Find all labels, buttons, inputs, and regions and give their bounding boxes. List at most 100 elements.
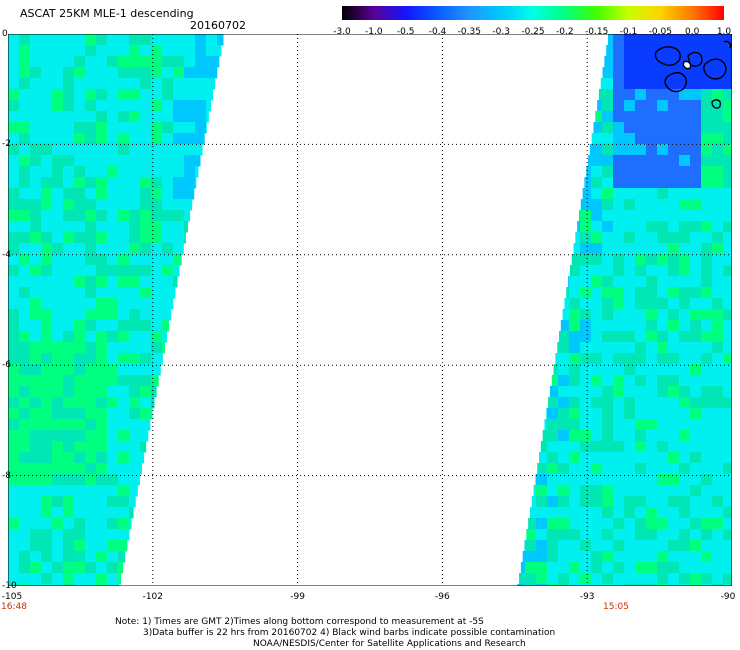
swath-cell (646, 496, 658, 508)
swath-cell (74, 573, 86, 585)
swath-cell (129, 463, 141, 475)
swath-cell (547, 452, 559, 464)
swath-cell (690, 529, 702, 541)
swath-cell (184, 133, 196, 145)
swath-cell (558, 551, 570, 563)
swath-cell (63, 419, 75, 431)
swath-cell (52, 474, 64, 486)
swath-cell (690, 221, 702, 233)
swath-cell (613, 67, 625, 79)
swath-cell (613, 276, 625, 288)
swath-cell (569, 408, 581, 420)
swath-cell (129, 243, 141, 255)
swath-cell (63, 342, 75, 354)
swath-cell (668, 485, 680, 497)
swath-cell (657, 573, 669, 585)
swath-cell (646, 551, 658, 563)
swath-cell (558, 397, 570, 409)
swath-cell (162, 265, 174, 277)
swath-cell (19, 298, 31, 310)
swath-cell (613, 474, 625, 486)
swath-cell (151, 45, 163, 57)
swath-cell (107, 518, 119, 530)
swath-cell (19, 430, 31, 442)
swath-cell (646, 474, 658, 486)
swath-cell (701, 111, 713, 123)
swath-cell (624, 463, 636, 475)
swath-cell (107, 276, 119, 288)
swath-cell (602, 419, 614, 431)
swath-cell (613, 133, 625, 145)
swath-cell (41, 529, 53, 541)
swath-cell (569, 485, 581, 497)
swath-cell (173, 111, 185, 123)
swath-cell (536, 496, 548, 508)
swath-cell (140, 276, 152, 288)
swath-cell (646, 562, 658, 574)
swath-cell (586, 166, 592, 178)
note-line-3: NOAA/NESDIS/Center for Satellite Applica… (253, 639, 526, 649)
swath-cell (624, 111, 636, 123)
swath-cell (173, 67, 185, 79)
swath-cell (624, 276, 636, 288)
swath-cell (41, 397, 53, 409)
swath-cell (624, 199, 636, 211)
swath-cell (657, 320, 669, 332)
map-gridlines (8, 34, 732, 586)
swath-cell (701, 298, 713, 310)
swath-cell (580, 309, 592, 321)
swath-cell (8, 210, 20, 222)
swath-cell (613, 210, 625, 222)
swath-cell (613, 496, 625, 508)
swath-cell (151, 144, 163, 156)
swath-cell (646, 144, 658, 156)
swath-cell (41, 276, 53, 288)
swath-cell (85, 232, 97, 244)
swath-cell (657, 430, 669, 442)
swath-cell (74, 199, 86, 211)
swath-cell (107, 243, 119, 255)
swath-cell (624, 34, 636, 46)
swath-cell (712, 342, 724, 354)
swath-cell (52, 375, 64, 387)
swath-cell (602, 573, 614, 585)
swath-cell (129, 518, 132, 530)
swath-cell (107, 386, 119, 398)
swath-cell (162, 188, 174, 200)
swath-cell (8, 221, 20, 233)
swath-cell (140, 419, 151, 431)
swath-cell (723, 144, 732, 156)
swath-cell (560, 320, 570, 332)
swath-cell (701, 210, 713, 222)
swath-cell (19, 474, 31, 486)
swath-cell (712, 89, 724, 101)
swath-cell (712, 309, 724, 321)
swath-cell (591, 474, 603, 486)
swath-cell (118, 320, 130, 332)
swath-cell (140, 298, 152, 310)
swath-cell (107, 265, 119, 277)
swath-cell (140, 166, 152, 178)
swath-cell (162, 276, 174, 288)
swath-cell (657, 166, 669, 178)
swath-cell (140, 232, 152, 244)
swath-cell (712, 56, 724, 68)
swath-cell (184, 67, 196, 79)
swath-cell (591, 287, 603, 299)
swath-cell (558, 529, 570, 541)
swath-cell (668, 287, 680, 299)
swath-cell (558, 540, 570, 552)
swath-cell (646, 177, 658, 189)
swath-cell (604, 56, 614, 68)
swath-cell (606, 45, 614, 57)
swath-map (8, 34, 732, 586)
swath-cell (602, 199, 614, 211)
swath-cell (162, 78, 174, 90)
swath-cell (624, 419, 636, 431)
swath-cell (129, 221, 141, 233)
swath-cell (30, 298, 42, 310)
swath-cell (118, 56, 130, 68)
swath-cell (569, 265, 581, 277)
swath-cell (679, 265, 691, 277)
swath-cell (558, 353, 570, 365)
